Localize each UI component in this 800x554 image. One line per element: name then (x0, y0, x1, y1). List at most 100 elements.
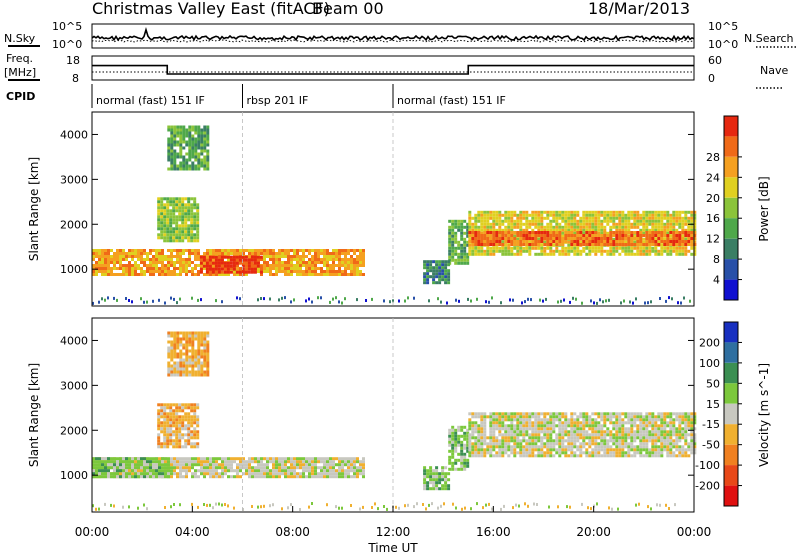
power-ground-cell (404, 299, 406, 303)
velocity-cell (525, 430, 529, 434)
velocity-cell (163, 415, 167, 419)
velocity-cell (308, 475, 311, 479)
power-cell (483, 222, 487, 226)
power-cell (176, 255, 179, 258)
velocity-cell (660, 439, 664, 443)
velocity-cell (269, 457, 272, 461)
velocity-cell (92, 472, 95, 476)
freq-tick-top: 18 (66, 54, 80, 67)
power-cell (128, 261, 131, 264)
velocity-cell (675, 433, 679, 437)
power-cell (609, 216, 613, 220)
power-cell (585, 234, 589, 237)
power-cell (651, 237, 655, 240)
power-cell (448, 255, 452, 259)
velocity-cell (477, 442, 481, 446)
velocity-cell (654, 433, 658, 437)
power-cell (654, 210, 658, 214)
power-cell (253, 267, 257, 271)
cpid-segment-label: normal (fast) 151 IF (397, 94, 506, 107)
velocity-cell (196, 433, 200, 437)
velocity-cell (570, 421, 574, 425)
velocity-cell (576, 430, 580, 434)
power-cell (669, 213, 673, 217)
velocity-cell (176, 346, 180, 350)
velocity-cell (630, 436, 634, 440)
power-cell (504, 243, 508, 247)
power-cell (516, 225, 520, 229)
velocity-cell (495, 436, 499, 440)
power-cell (211, 267, 215, 271)
velocity-cell (176, 367, 180, 371)
velocity-cell (113, 466, 116, 470)
velocity-cell (293, 460, 296, 464)
power-cell (182, 164, 186, 168)
power-cell (663, 249, 667, 253)
velocity-cell (160, 415, 164, 419)
velocity-cell (594, 439, 598, 443)
velocity-cell (555, 439, 559, 443)
power-cell (113, 267, 116, 270)
velocity-cell (654, 448, 658, 452)
power-cell (362, 264, 365, 267)
power-cell (510, 237, 514, 240)
velocity-cell (350, 460, 353, 464)
power-cell (166, 203, 170, 207)
velocity-cell (633, 454, 637, 458)
power-cell (639, 234, 643, 237)
power-cell (426, 278, 430, 282)
velocity-cell (164, 475, 167, 479)
power-cell (639, 237, 643, 240)
velocity-cell (448, 434, 452, 438)
velocity-cell (582, 451, 586, 455)
velocity-cell (657, 445, 661, 449)
power-cell (98, 261, 101, 264)
power-cell (269, 258, 272, 261)
power-cell (672, 237, 676, 240)
velocity-cell (672, 451, 676, 455)
power-cell (612, 219, 616, 223)
power-cell (200, 143, 204, 147)
velocity-cell (480, 427, 484, 431)
velocity-cell (163, 412, 167, 416)
power-cell (308, 249, 311, 252)
velocity-cell (504, 415, 508, 419)
velocity-cell (463, 443, 467, 447)
power-cell (245, 273, 248, 276)
velocity-cell (579, 436, 583, 440)
power-cell (588, 222, 592, 226)
velocity-cell (185, 466, 188, 470)
velocity-cell (522, 439, 526, 443)
power-cell (197, 137, 201, 141)
power-cell (176, 258, 179, 261)
velocity-cell (468, 436, 472, 440)
power-cell (188, 252, 191, 255)
velocity-cell (185, 352, 189, 356)
velocity-cell (525, 418, 529, 422)
power-cell (169, 218, 173, 222)
power-cell (444, 272, 448, 276)
power-cell (170, 270, 173, 273)
velocity-cell (537, 424, 541, 428)
velocity-cell (480, 448, 484, 452)
power-cell (335, 258, 338, 261)
velocity-cell (206, 340, 210, 344)
velocity-cell (212, 475, 215, 479)
velocity-cell (597, 451, 601, 455)
power-cell (597, 222, 601, 226)
velocity-cell (480, 433, 484, 437)
velocity-cell (353, 469, 356, 473)
velocity-cell (645, 430, 649, 434)
power-cell (206, 249, 209, 252)
power-cell (501, 237, 505, 240)
velocity-cell (149, 460, 152, 464)
power-cell (134, 264, 137, 267)
velocity-cell (173, 466, 176, 470)
velocity-cell (537, 436, 541, 440)
power-cell (486, 213, 490, 217)
velocity-cell (642, 445, 646, 449)
velocity-cell (113, 469, 116, 473)
nave-tick-bottom: 0 (708, 72, 715, 85)
velocity-cell (131, 460, 134, 464)
velocity-cell (495, 442, 499, 446)
